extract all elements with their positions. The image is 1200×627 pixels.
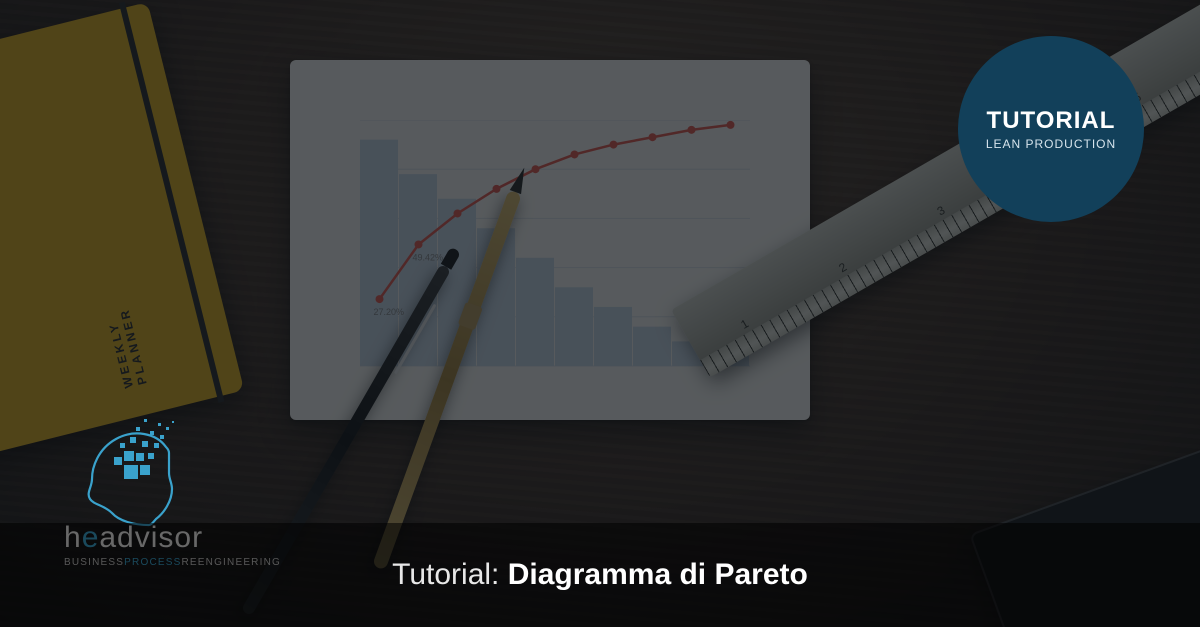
page-title: Tutorial: Diagramma di Pareto xyxy=(0,558,1200,592)
title-prefix: Tutorial: xyxy=(392,558,508,591)
badge-subtitle: LEAN PRODUCTION xyxy=(986,137,1116,151)
stage: WEEKLY PLANNER 27.20%49.42% 123456 Flexi… xyxy=(0,0,1200,627)
title-bar: Tutorial: Diagramma di Pareto xyxy=(0,523,1200,627)
title-main: Diagramma di Pareto xyxy=(508,558,808,591)
badge-title: TUTORIAL xyxy=(987,107,1116,135)
logo-head-icon xyxy=(64,413,214,533)
tutorial-badge: TUTORIAL LEAN PRODUCTION xyxy=(958,36,1144,222)
